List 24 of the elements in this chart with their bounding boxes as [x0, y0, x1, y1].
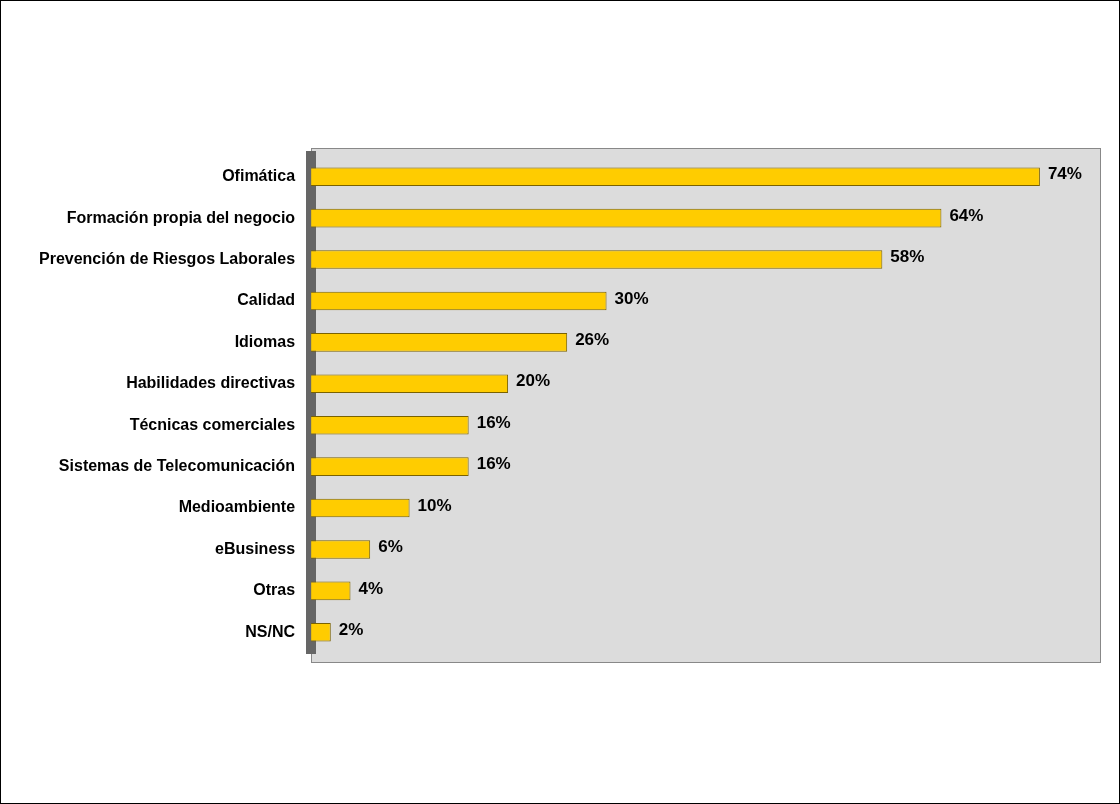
y-tick-label: Otras: [253, 581, 296, 599]
y-tick-label: Técnicas comerciales: [129, 415, 296, 433]
data-label: 26%: [575, 330, 610, 350]
y-tick-label: Formación propia del negocio: [66, 208, 296, 226]
data-label: 10%: [417, 495, 452, 515]
data-label: 6%: [378, 537, 403, 557]
y-tick-label: Habilidades directivas: [126, 374, 296, 392]
y-tick-label: Idiomas: [234, 332, 296, 350]
y-tick-label: Medioambiente: [178, 498, 296, 516]
y-tick-label: eBusiness: [215, 539, 296, 557]
y-tick-label: Ofimática: [222, 167, 296, 185]
y-tick-label: Prevención de Riesgos Laborales: [39, 249, 296, 267]
data-label: 58%: [890, 247, 925, 267]
data-label: 74%: [1047, 164, 1082, 184]
y-tick-label: Sistemas de Telecomunicación: [58, 457, 296, 475]
data-label: 20%: [516, 371, 551, 391]
data-label: 64%: [949, 205, 984, 225]
y-tick-label: NS/NC: [245, 622, 296, 640]
data-label: 30%: [614, 288, 649, 308]
y-tick-label: Calidad: [237, 291, 296, 309]
data-label: 16%: [476, 454, 511, 474]
data-label: 4%: [358, 578, 384, 598]
data-label: 16%: [476, 412, 511, 432]
data-label: 2%: [338, 619, 364, 639]
